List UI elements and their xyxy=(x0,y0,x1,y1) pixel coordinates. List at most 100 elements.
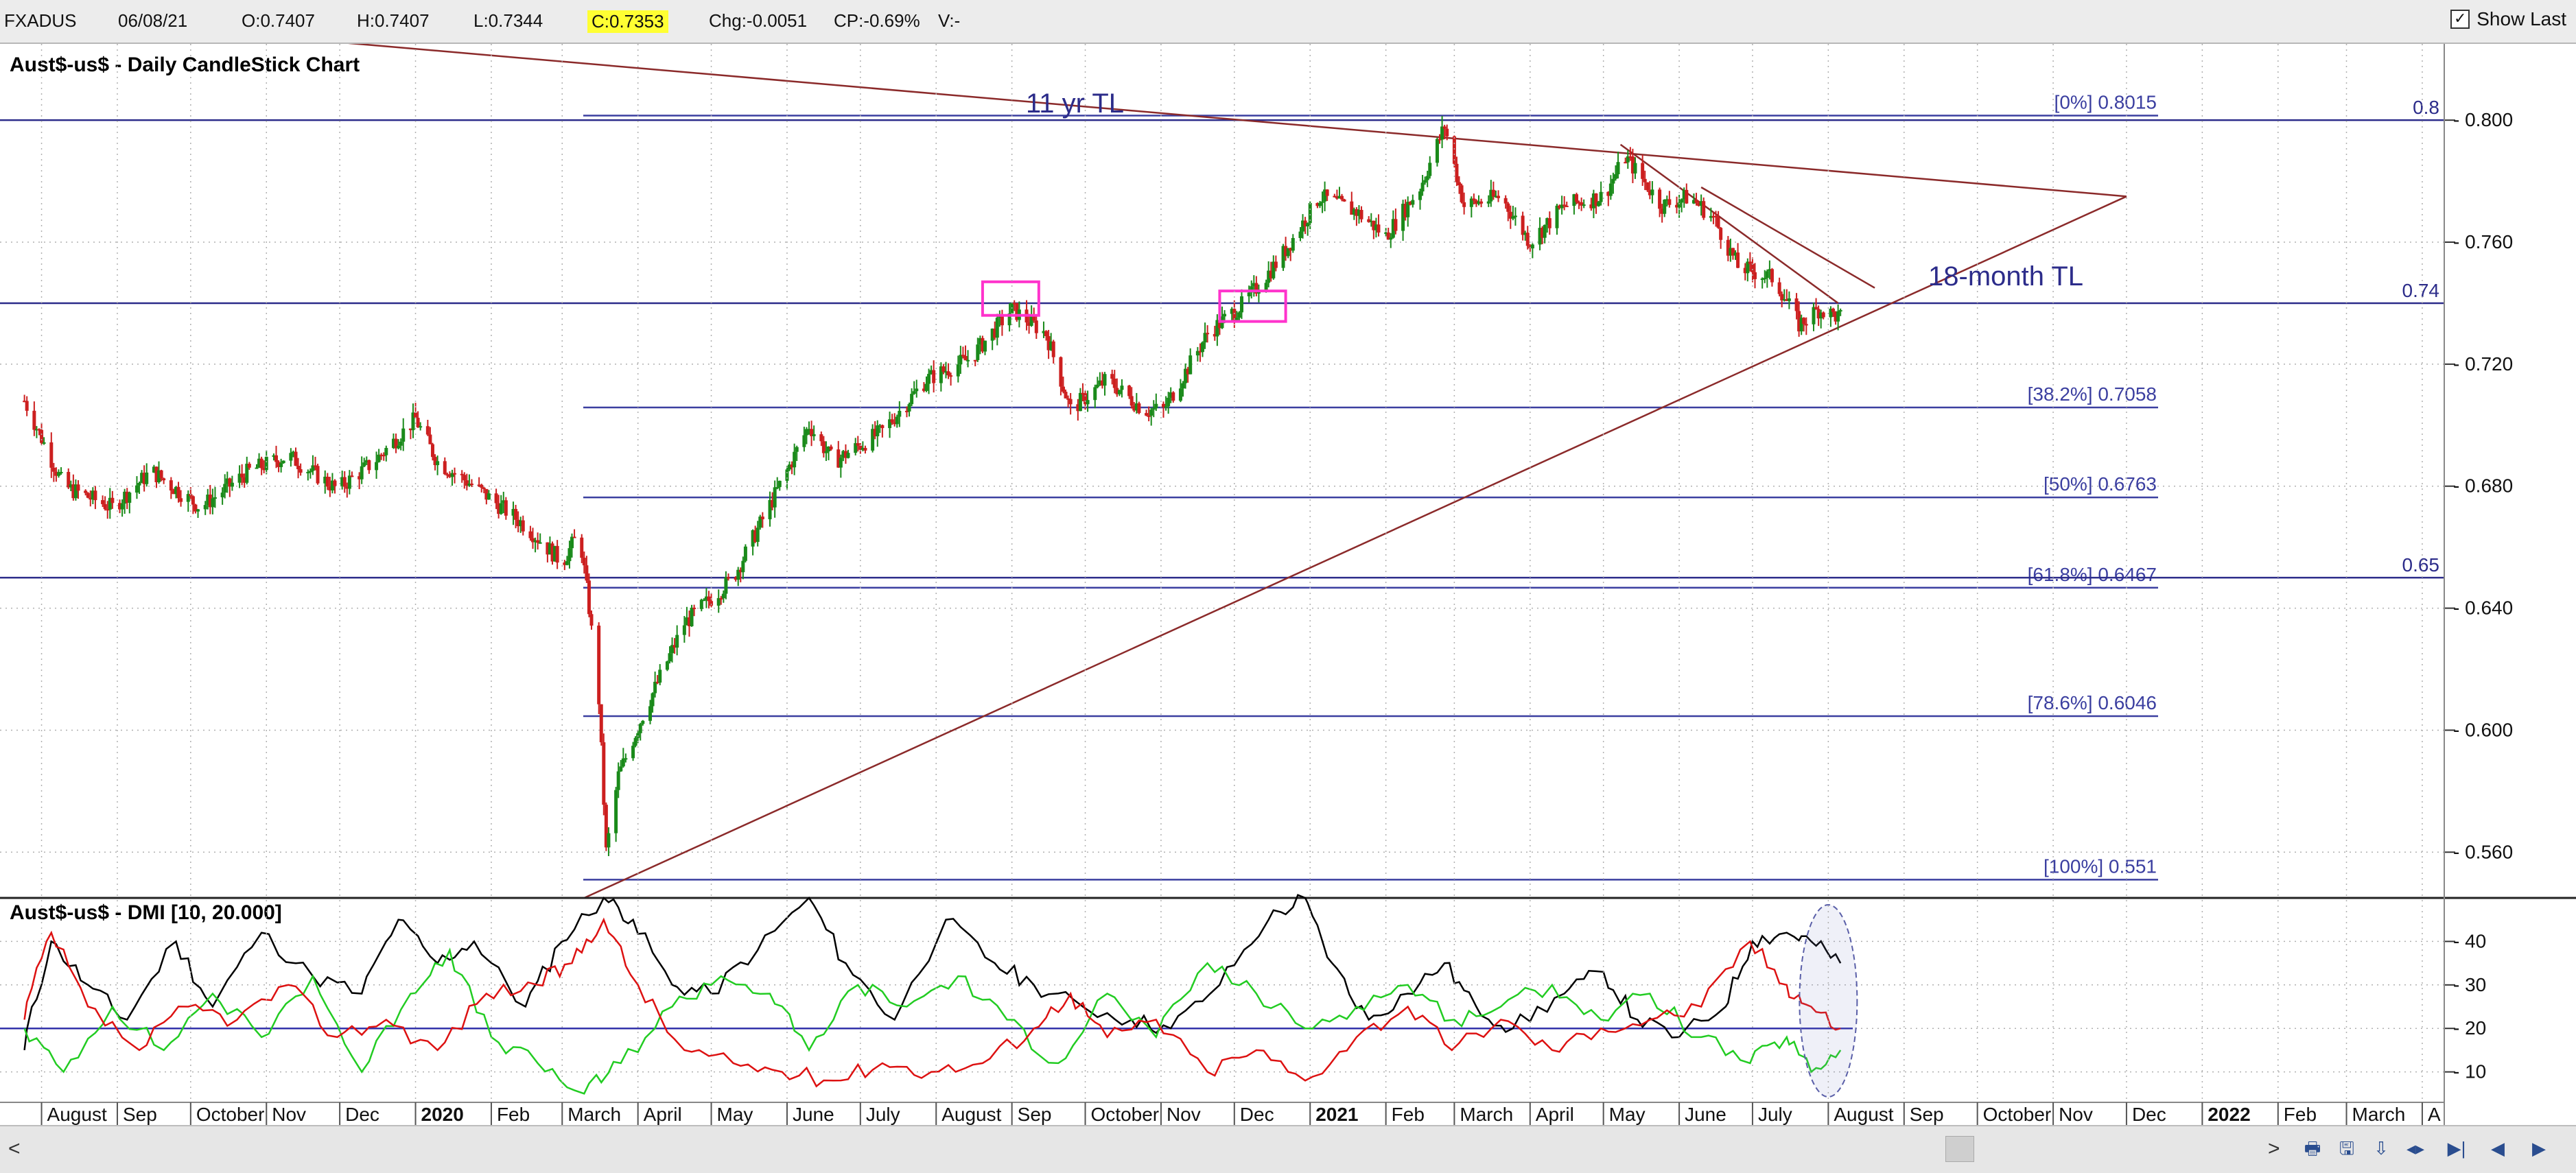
candle-body xyxy=(651,693,655,707)
scroll-thumb[interactable] xyxy=(1945,1136,1974,1162)
candle-body xyxy=(1750,263,1755,272)
step-forward-icon[interactable]: ▶ xyxy=(2532,1138,2546,1159)
candle-body xyxy=(157,470,161,482)
high-value: H:0.7407 xyxy=(357,10,430,31)
candle-body xyxy=(230,482,234,487)
candle-body xyxy=(1660,209,1664,214)
show-last-checkbox[interactable]: ✓ Show Last xyxy=(2450,8,2566,30)
candle-body xyxy=(1015,303,1019,320)
candle-body xyxy=(976,344,980,360)
candle-body xyxy=(1281,246,1285,268)
candle-body xyxy=(49,442,54,468)
step-back-icon[interactable]: ◀ xyxy=(2491,1138,2505,1159)
candle-body xyxy=(1508,211,1512,219)
candle-body xyxy=(807,429,811,431)
chart-area[interactable]: - 0.800 - 0.760 - 0.720 - 0.680 - 0.640 - 0.6… xyxy=(0,44,2576,1125)
candle-body xyxy=(1716,217,1720,228)
candle-body xyxy=(555,545,559,563)
candle-body xyxy=(1171,392,1175,401)
checkmark-icon[interactable]: ✓ xyxy=(2450,10,2470,29)
candle-body xyxy=(1084,393,1088,405)
print-icon[interactable]: 🖶 xyxy=(2304,1138,2321,1159)
candle-body xyxy=(125,491,129,503)
x-tick-label: 2022 xyxy=(2208,1104,2250,1125)
candle-body xyxy=(375,462,379,471)
candle-body xyxy=(414,412,418,418)
candle-body xyxy=(546,542,550,555)
candle-body xyxy=(1423,180,1427,183)
candle-body xyxy=(1127,386,1132,396)
x-tick-label: June xyxy=(1685,1104,1726,1125)
candle-body xyxy=(152,466,156,473)
horizontal-scrollbar[interactable]: < > 🖶 🖫 ⇩ ◂▸ ▶| ◀ ▶ xyxy=(0,1125,2576,1173)
candle-body xyxy=(1729,248,1733,256)
candle-body xyxy=(103,503,107,510)
candle-body xyxy=(1748,261,1752,264)
candle-body xyxy=(482,487,486,489)
candle-body xyxy=(1435,139,1439,163)
candle-body xyxy=(631,746,635,759)
candle-body xyxy=(1267,270,1271,283)
dmi-series-line xyxy=(23,894,1842,1051)
candle-body xyxy=(1663,200,1667,214)
candle-body xyxy=(585,565,589,581)
candle-body xyxy=(1337,196,1342,199)
candle-body xyxy=(690,607,694,626)
candle-body xyxy=(279,463,283,467)
candle-body xyxy=(863,447,867,451)
scroll-left-icon[interactable]: < xyxy=(8,1137,21,1160)
export-icon[interactable]: ⇩ xyxy=(2374,1138,2389,1159)
candle-body xyxy=(172,490,176,495)
candle-body xyxy=(1523,233,1527,235)
fib-label: [61.8%] 0.6467 xyxy=(2028,564,2157,585)
candle-body xyxy=(281,460,285,464)
candle-body xyxy=(511,508,515,516)
candle-body xyxy=(1474,200,1478,204)
candle-body xyxy=(1420,182,1425,192)
candle-body xyxy=(497,503,501,514)
pan-icon[interactable]: ◂▸ xyxy=(2406,1138,2425,1159)
show-last-label: Show Last xyxy=(2477,8,2566,29)
candle-body xyxy=(245,464,249,483)
candle-body xyxy=(1714,215,1718,217)
candle-body xyxy=(1350,201,1354,215)
candle-body xyxy=(1547,218,1552,228)
y-tick-label: - 0.600 xyxy=(2453,719,2513,740)
y-tick-label: - 0.560 xyxy=(2453,841,2513,862)
candle-body xyxy=(836,449,841,468)
candle-body xyxy=(499,503,503,514)
candle-body xyxy=(25,401,29,411)
candle-body xyxy=(1658,189,1662,209)
candle-body xyxy=(118,503,122,510)
candle-body xyxy=(328,486,332,490)
candle-body xyxy=(1513,215,1517,217)
x-tick-label: March xyxy=(1460,1104,1513,1125)
scroll-right-icon[interactable]: > xyxy=(2268,1137,2280,1160)
candle-body xyxy=(1389,237,1393,240)
candle-body xyxy=(521,520,525,532)
save-icon[interactable]: 🖫 xyxy=(2339,1138,2355,1159)
candle-body xyxy=(1291,237,1295,251)
candle-body xyxy=(1320,201,1324,203)
candle-body xyxy=(291,451,295,453)
candle-body xyxy=(932,370,936,383)
candle-body xyxy=(756,528,760,542)
candle-body xyxy=(1078,392,1082,412)
dmi-series-line xyxy=(23,917,1841,1088)
candle-body xyxy=(360,466,364,479)
candle-body xyxy=(741,560,745,573)
candle-body xyxy=(1042,331,1046,333)
candle-body xyxy=(1574,194,1578,202)
candle-body xyxy=(311,465,315,471)
candle-body xyxy=(316,466,320,484)
candle-body xyxy=(1462,202,1466,207)
candle-body xyxy=(240,473,244,477)
x-tick-label: August xyxy=(47,1104,107,1125)
symbol: FXADUS xyxy=(4,10,77,31)
candle-body xyxy=(1223,313,1227,317)
jump-end-icon[interactable]: ▶| xyxy=(2447,1138,2466,1159)
candle-body xyxy=(330,480,334,490)
candle-body xyxy=(1606,191,1611,196)
candle-body xyxy=(607,833,611,848)
candle-body xyxy=(176,486,180,499)
